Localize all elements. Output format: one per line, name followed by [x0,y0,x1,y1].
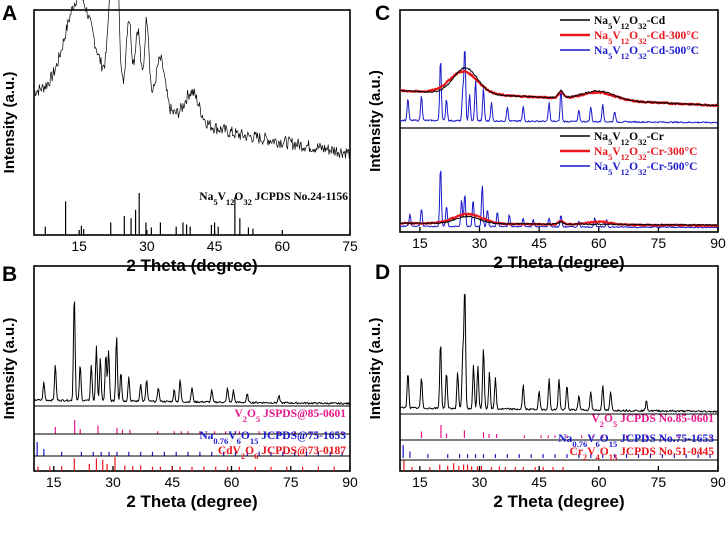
1-xtick-label: 45 [164,474,180,490]
y-axis-title: Intensity (a.u.) [1,318,18,420]
legend-label: Na5V12O32-Cr-500°C [594,161,697,177]
1-xtick-label: 15 [46,474,62,490]
3-xtick-label: 30 [472,474,488,490]
ref-2-label: Cr2V4O13 JCPDS No.51-0445 [570,446,715,462]
2-xtick-label: 90 [710,235,726,251]
0-xtick-label: 45 [207,238,223,254]
2-xtick-label: 15 [412,235,428,251]
y-axis-title: Intensity (a.u.) [367,70,384,172]
0-xtick-label: 60 [274,238,290,254]
2-xtick-label: 60 [591,235,607,251]
ref-0-label: V2O5 JCPDS No.85-0601 [591,413,714,429]
3-xtick-label: 60 [591,474,607,490]
legend-label: Na5V12O32-Cr-300°C [594,146,697,162]
y-axis-title: Intensity (a.u.) [1,72,18,174]
legend-label: Na5V12O32-Cr [594,131,664,147]
0-frame [33,9,351,236]
y-axis-title: Intensity (a.u.) [367,318,384,420]
2-xtick-label: 30 [472,235,488,251]
legend-label: Na5V12O32-Cd-500°C [594,45,699,61]
1-xtick-label: 75 [283,474,299,490]
1-xtick-label: 90 [342,474,358,490]
0-xtick-label: 30 [139,238,155,254]
ref-2-label: CdV2O6 JCPDS@73-0187 [218,445,346,461]
sample-curve [33,301,351,405]
sample-curve [33,0,351,159]
sample-curve [399,294,719,413]
x-axis-title: 2 Theta (degree) [126,492,257,511]
0-xtick-label: 15 [71,238,87,254]
3-xtick-label: 15 [412,474,428,490]
2-frame [399,9,719,233]
3-xtick-label: 75 [651,474,667,490]
x-axis-title: 2 Theta (degree) [493,253,624,272]
ref-1-label: Na0.76V6O15 JCPDS No.75-1653 [558,433,714,449]
legend-label: Na5V12O32-Cd [594,15,666,31]
panel-c: 15 30 45 60 75 90 2 Theta (degree) Intensity (a… [367,9,726,272]
ref-na5v12o32-label: Na5V12O32 JCPDS No.24-1156 [199,191,348,207]
panel-label-d: D [375,261,390,284]
series-Cd-1 [399,69,719,108]
series-Cd-2 [399,51,719,124]
3-xtick-label: 90 [710,474,726,490]
legend-label: Na5V12O32-Cd-300°C [594,30,699,46]
3-frame [399,265,719,472]
panel-a: 15 30 45 60 752 Theta (degree)Intensity (a.u… [1,0,358,275]
panel-label-c: C [375,2,390,25]
panel-d: 15 30 45 60 75 90 2 Theta (degree) Intensity (a… [367,265,726,511]
ref-0-label: V2O5 JSPDS@85-0601 [234,408,346,424]
ref-1-label: Na0.76V6O15 JCPDS@75-1653 [199,430,346,446]
panel-label-a: A [2,2,17,25]
1-xtick-label: 30 [105,474,121,490]
0-xtick-label: 75 [342,238,358,254]
series-Cd-0 [399,66,719,107]
3-xtick-label: 45 [531,474,547,490]
panel-b: 15 30 45 60 75 90 2 Theta (degree) Intensity (a… [1,265,358,511]
plot-layer: 15 30 45 60 75 2 Theta (degree) Intensity (a.u… [1,0,726,511]
x-axis-title: 2 Theta (degree) [493,492,624,511]
series-Cr-0 [399,215,719,226]
1-xtick-label: 60 [224,474,240,490]
panel-label-b: B [2,263,17,286]
2-xtick-label: 45 [531,235,547,251]
2-xtick-label: 75 [651,235,667,251]
series-Cr-2 [399,170,719,229]
